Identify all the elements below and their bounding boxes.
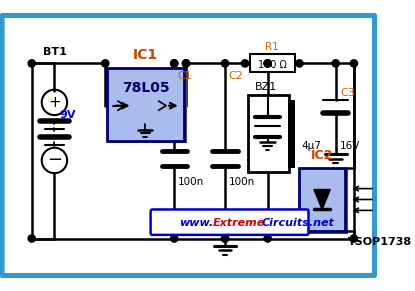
Bar	[110, 71, 187, 143]
Text: Circuits.net: Circuits.net	[261, 218, 334, 228]
Circle shape	[264, 60, 271, 67]
Text: BZ1: BZ1	[255, 82, 277, 93]
Text: 100n: 100n	[178, 177, 204, 187]
Bar	[300, 168, 345, 231]
Circle shape	[296, 60, 303, 67]
Bar	[248, 95, 288, 172]
Circle shape	[182, 60, 190, 67]
Bar	[249, 54, 295, 72]
Text: IC2: IC2	[311, 148, 333, 162]
Text: IC1: IC1	[133, 48, 158, 62]
Text: 16V: 16V	[340, 141, 361, 151]
Circle shape	[221, 235, 229, 242]
Circle shape	[221, 60, 229, 67]
Text: www.: www.	[179, 218, 213, 228]
Text: C1: C1	[178, 71, 193, 81]
Text: TSOP1738: TSOP1738	[347, 237, 412, 247]
Text: 4μ7: 4μ7	[301, 141, 321, 151]
Text: +: +	[48, 95, 61, 110]
Circle shape	[171, 60, 178, 67]
Text: BT1: BT1	[42, 47, 66, 58]
Circle shape	[171, 60, 178, 67]
Circle shape	[28, 235, 35, 242]
Circle shape	[264, 60, 271, 67]
Circle shape	[332, 60, 339, 67]
Circle shape	[350, 235, 357, 242]
Text: Extreme: Extreme	[213, 218, 266, 228]
Text: C2: C2	[229, 71, 244, 81]
Circle shape	[102, 60, 109, 67]
Bar	[107, 68, 184, 141]
FancyBboxPatch shape	[2, 15, 375, 276]
Bar	[288, 100, 295, 168]
Circle shape	[350, 60, 357, 67]
Text: 9V: 9V	[59, 110, 76, 120]
Text: 100 Ω: 100 Ω	[258, 60, 287, 70]
Text: R1: R1	[265, 42, 279, 52]
Text: 78L05: 78L05	[122, 81, 169, 95]
Text: C3: C3	[340, 88, 355, 98]
Circle shape	[242, 60, 249, 67]
Text: −: −	[47, 152, 62, 169]
Circle shape	[28, 60, 35, 67]
Circle shape	[264, 235, 271, 242]
Circle shape	[221, 235, 229, 242]
Circle shape	[182, 60, 190, 67]
Circle shape	[171, 235, 178, 242]
Text: 100n: 100n	[229, 177, 255, 187]
Polygon shape	[314, 189, 330, 210]
Bar	[302, 171, 347, 234]
FancyBboxPatch shape	[151, 210, 308, 235]
